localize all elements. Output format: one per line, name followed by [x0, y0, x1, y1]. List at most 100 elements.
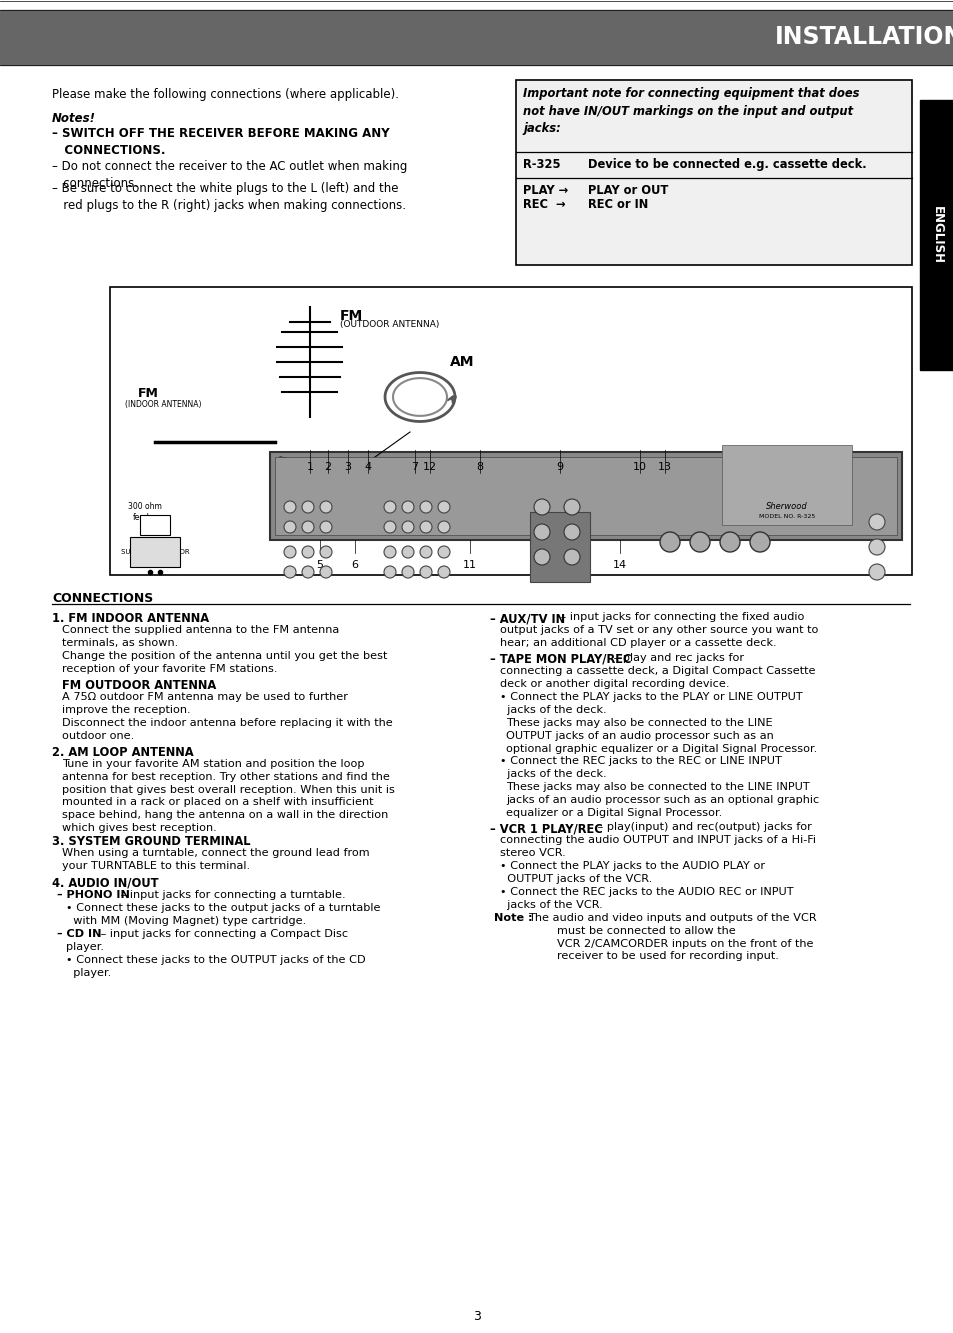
Circle shape — [401, 567, 414, 579]
Circle shape — [689, 532, 709, 552]
Circle shape — [302, 567, 314, 579]
Text: 2. AM LOOP ANTENNA: 2. AM LOOP ANTENNA — [52, 746, 193, 758]
Circle shape — [302, 501, 314, 513]
Text: 13: 13 — [658, 463, 671, 472]
Circle shape — [284, 501, 295, 513]
Text: – Be sure to connect the white plugs to the L (left) and the
   red plugs to the: – Be sure to connect the white plugs to … — [52, 183, 406, 212]
Bar — [516, 80, 911, 265]
Text: 7: 7 — [411, 463, 418, 472]
Text: – PHONO IN: – PHONO IN — [57, 890, 130, 900]
Text: • Connect the PLAY jacks to the AUDIO PLAY or
  OUTPUT jacks of the VCR.: • Connect the PLAY jacks to the AUDIO PL… — [499, 861, 764, 884]
Circle shape — [437, 501, 450, 513]
Text: – input jacks for connecting a turntable.: – input jacks for connecting a turntable… — [117, 890, 345, 900]
Text: 3: 3 — [473, 1310, 480, 1322]
Text: The audio and video inputs and outputs of the VCR
        must be connected to a: The audio and video inputs and outputs o… — [527, 913, 816, 961]
Text: R-325: R-325 — [522, 159, 560, 171]
Circle shape — [401, 547, 414, 559]
Circle shape — [563, 499, 579, 515]
Text: – play(input) and rec(output) jacks for: – play(input) and rec(output) jacks for — [594, 822, 811, 832]
Text: • Connect the REC jacks to the AUDIO REC or INPUT
  jacks of the VCR.: • Connect the REC jacks to the AUDIO REC… — [499, 886, 793, 910]
Bar — [721, 445, 851, 525]
Text: 3: 3 — [344, 463, 351, 472]
Text: FM: FM — [339, 309, 363, 323]
Circle shape — [384, 567, 395, 579]
Text: output jacks of a TV set or any other source you want to
hear; an additional CD : output jacks of a TV set or any other so… — [499, 625, 818, 648]
Text: (OUTDOOR ANTENNA): (OUTDOOR ANTENNA) — [339, 320, 439, 329]
Text: • Connect the REC jacks to the REC or LINE INPUT
  jacks of the deck.: • Connect the REC jacks to the REC or LI… — [499, 756, 781, 778]
Text: Notes!: Notes! — [52, 112, 96, 125]
Bar — [0, 11, 953, 65]
Text: 300 ohm
feeder: 300 ohm feeder — [128, 503, 162, 523]
Circle shape — [302, 547, 314, 559]
Circle shape — [419, 567, 432, 579]
Text: – Do not connect the receiver to the AC outlet when making
   connections.: – Do not connect the receiver to the AC … — [52, 160, 407, 191]
Circle shape — [868, 564, 884, 580]
Text: CONNECTIONS: CONNECTIONS — [52, 592, 153, 605]
Circle shape — [419, 521, 432, 533]
Bar — [110, 287, 911, 575]
Circle shape — [534, 499, 550, 515]
Text: 2: 2 — [324, 463, 332, 472]
Text: 4: 4 — [364, 463, 371, 472]
Text: 1: 1 — [306, 463, 314, 472]
Circle shape — [749, 532, 769, 552]
Text: connecting a cassette deck, a Digital Compact Cassette
deck or another digital r: connecting a cassette deck, a Digital Co… — [499, 666, 815, 689]
Circle shape — [868, 515, 884, 531]
Text: – TAPE MON PLAY/REC: – TAPE MON PLAY/REC — [490, 653, 631, 666]
Circle shape — [401, 521, 414, 533]
Bar — [140, 515, 170, 535]
Text: MODEL NO. R-325: MODEL NO. R-325 — [758, 515, 814, 519]
Text: FM: FM — [138, 387, 159, 400]
Text: INSTALLATION: INSTALLATION — [775, 25, 953, 49]
Text: 11: 11 — [462, 560, 476, 571]
Bar — [530, 512, 589, 583]
Circle shape — [284, 567, 295, 579]
Text: 10: 10 — [633, 463, 646, 472]
Text: Tune in your favorite AM station and position the loop
antenna for best receptio: Tune in your favorite AM station and pos… — [62, 758, 395, 833]
Bar — [919, 100, 953, 371]
Text: These jacks may also be connected to the LINE
OUTPUT jacks of an audio processor: These jacks may also be connected to the… — [505, 718, 817, 753]
Text: SUPPLIED ADAPTOR: SUPPLIED ADAPTOR — [121, 549, 189, 555]
Circle shape — [659, 532, 679, 552]
Text: Disconnect the indoor antenna before replacing it with the
outdoor one.: Disconnect the indoor antenna before rep… — [62, 718, 393, 741]
Text: – CD IN: – CD IN — [57, 929, 101, 938]
Text: PLAY →: PLAY → — [522, 184, 568, 197]
Circle shape — [563, 524, 579, 540]
Text: 6: 6 — [351, 560, 358, 571]
Circle shape — [319, 567, 332, 579]
Circle shape — [401, 501, 414, 513]
Bar — [270, 452, 901, 540]
Text: – input jacks for connecting the fixed audio: – input jacks for connecting the fixed a… — [557, 612, 803, 623]
Text: When using a turntable, connect the ground lead from
your TURNTABLE to this term: When using a turntable, connect the grou… — [62, 848, 369, 870]
Circle shape — [302, 521, 314, 533]
Text: – AUX/TV IN: – AUX/TV IN — [490, 612, 564, 625]
Text: REC or IN: REC or IN — [587, 199, 648, 211]
Circle shape — [563, 549, 579, 565]
Text: player.
• Connect these jacks to the OUTPUT jacks of the CD
  player.: player. • Connect these jacks to the OUT… — [66, 942, 365, 977]
Text: 5: 5 — [316, 560, 323, 571]
Circle shape — [384, 521, 395, 533]
Text: • Connect the PLAY jacks to the PLAY or LINE OUTPUT
  jacks of the deck.: • Connect the PLAY jacks to the PLAY or … — [499, 692, 801, 714]
Text: 12: 12 — [422, 463, 436, 472]
Text: FM OUTDOOR ANTENNA: FM OUTDOOR ANTENNA — [62, 678, 216, 692]
Text: Change the position of the antenna until you get the best
reception of your favo: Change the position of the antenna until… — [62, 651, 387, 673]
Text: A 75Ω outdoor FM antenna may be used to further
improve the reception.: A 75Ω outdoor FM antenna may be used to … — [62, 692, 348, 714]
Text: connecting the audio OUTPUT and INPUT jacks of a Hi-Fi
stereo VCR.: connecting the audio OUTPUT and INPUT ja… — [499, 834, 815, 858]
Circle shape — [868, 539, 884, 555]
Bar — [130, 537, 180, 567]
Text: Please make the following connections (where applicable).: Please make the following connections (w… — [52, 88, 398, 101]
Text: – SWITCH OFF THE RECEIVER BEFORE MAKING ANY
   CONNECTIONS.: – SWITCH OFF THE RECEIVER BEFORE MAKING … — [52, 127, 389, 157]
Circle shape — [284, 547, 295, 559]
Circle shape — [534, 549, 550, 565]
Text: Important note for connecting equipment that does
not have IN/OUT markings on th: Important note for connecting equipment … — [522, 87, 859, 135]
Text: – play and rec jacks for: – play and rec jacks for — [609, 653, 743, 663]
Text: – input jacks for connecting a Compact Disc: – input jacks for connecting a Compact D… — [97, 929, 348, 938]
Text: 1. FM INDOOR ANTENNA: 1. FM INDOOR ANTENNA — [52, 612, 209, 625]
Text: PLAY or OUT: PLAY or OUT — [587, 184, 668, 197]
Text: These jacks may also be connected to the LINE INPUT
jacks of an audio processor : These jacks may also be connected to the… — [505, 782, 819, 817]
Text: Note :: Note : — [494, 913, 532, 922]
Text: (INDOOR ANTENNA): (INDOOR ANTENNA) — [125, 400, 201, 409]
Text: 4. AUDIO IN/OUT: 4. AUDIO IN/OUT — [52, 876, 158, 889]
Circle shape — [319, 521, 332, 533]
Circle shape — [319, 547, 332, 559]
